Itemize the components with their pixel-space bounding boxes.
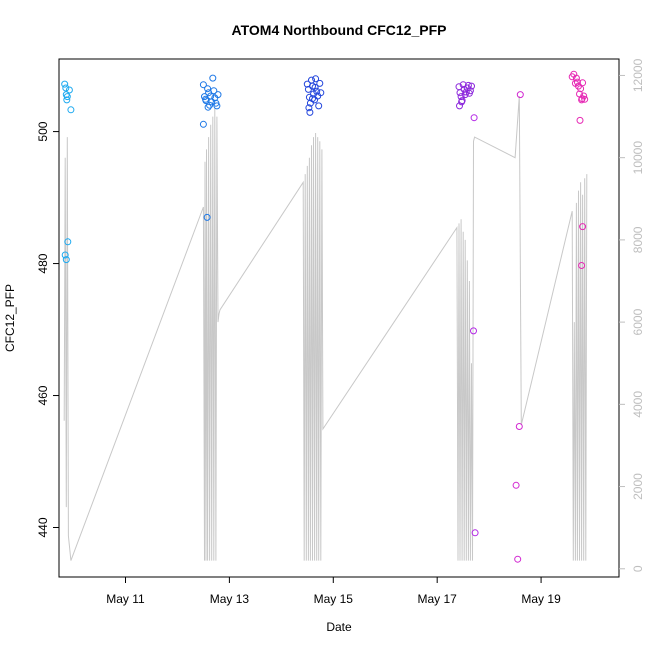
- data-point: [64, 238, 72, 246]
- data-point: [515, 423, 523, 430]
- x-tick-label: May 17: [418, 592, 458, 606]
- data-point: [579, 79, 587, 87]
- data-point: [471, 529, 479, 537]
- data-point: [209, 74, 217, 82]
- data-point: [317, 89, 325, 97]
- data-point: [512, 481, 520, 489]
- data-point: [578, 95, 586, 103]
- data-point: [63, 96, 71, 104]
- data-point: [62, 84, 70, 92]
- data-point: [572, 74, 580, 82]
- data-point: [466, 87, 474, 95]
- y2-tick-label: 2000: [631, 473, 645, 500]
- data-point: [576, 116, 584, 124]
- data-point: [311, 83, 319, 91]
- data-point: [458, 98, 466, 106]
- data-point: [579, 223, 587, 231]
- chart-title: ATOM4 Northbound CFC12_PFP: [232, 22, 447, 38]
- data-point: [468, 82, 475, 90]
- x-tick-label: May 19: [521, 592, 561, 606]
- data-point: [67, 106, 75, 114]
- data-point: [204, 103, 212, 111]
- data-point: [470, 327, 477, 335]
- y2-tick-label: 6000: [631, 308, 645, 335]
- data-point: [516, 91, 524, 99]
- altitude-line: [63, 95, 588, 561]
- data-point: [199, 120, 207, 128]
- data-point: [578, 262, 586, 269]
- x-tick-label: May 11: [106, 592, 145, 606]
- data-point: [315, 102, 323, 110]
- x-axis-label: Date: [326, 620, 352, 634]
- data-point: [577, 85, 585, 93]
- data-point: [308, 76, 315, 84]
- x-tick-label: May 13: [210, 592, 250, 606]
- y-tick-label: 500: [36, 121, 50, 141]
- y2-tick-label: 10000: [631, 141, 645, 175]
- data-point: [309, 95, 316, 103]
- data-point: [306, 108, 314, 116]
- data-point: [62, 256, 70, 264]
- data-point: [65, 86, 73, 94]
- data-point: [457, 93, 465, 101]
- data-point: [313, 87, 321, 95]
- data-point: [462, 88, 470, 96]
- data-point: [214, 91, 222, 99]
- data-point: [305, 104, 313, 112]
- y2-tick-label: 0: [631, 565, 645, 572]
- y-axis-label: CFC12_PFP: [3, 284, 17, 352]
- data-point: [456, 102, 463, 110]
- data-point: [202, 95, 209, 103]
- data-point: [573, 78, 581, 86]
- y-tick-label: 440: [36, 517, 50, 537]
- data-point: [312, 75, 320, 83]
- y-tick-label: 460: [36, 385, 50, 405]
- data-point: [61, 251, 69, 259]
- data-point: [514, 555, 522, 563]
- altitude-line-layer: [63, 95, 588, 561]
- y2-tick-label: 8000: [631, 226, 645, 253]
- y2-tick-label: 4000: [631, 391, 645, 418]
- data-point: [316, 79, 324, 87]
- data-point: [61, 80, 69, 88]
- y-tick-label: 480: [36, 253, 50, 273]
- y2-tick-label: 12000: [631, 58, 645, 92]
- data-point: [204, 85, 212, 93]
- data-point: [213, 102, 221, 110]
- x-tick-label: May 15: [314, 592, 354, 606]
- plot-frame: [58, 58, 620, 578]
- data-point: [203, 213, 211, 221]
- data-point: [199, 81, 207, 89]
- data-point: [470, 114, 478, 122]
- data-point: [210, 87, 218, 95]
- axes-layer: 440 460 480 500 0 2000 4000 6000 8000 10000 12000 M…: [36, 58, 645, 606]
- data-point: [63, 93, 71, 101]
- data-points-layer: [61, 70, 589, 563]
